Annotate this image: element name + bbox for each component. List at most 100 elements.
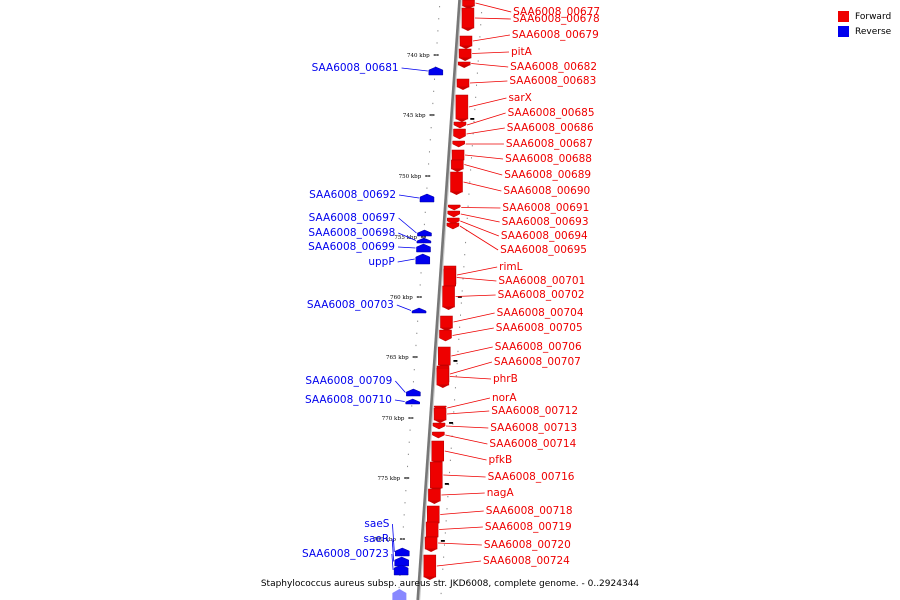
forward-gene-label[interactable]: SAA6008_00693 — [502, 216, 589, 228]
forward-gene-body[interactable] — [459, 35, 473, 47]
reverse-gene-label[interactable]: SAA6008_00681 — [312, 62, 399, 74]
reverse-gene-body[interactable] — [405, 398, 420, 405]
forward-gene-label[interactable]: SAA6008_00685 — [508, 107, 595, 119]
forward-gene-chevron[interactable] — [447, 204, 461, 211]
forward-gene-label[interactable]: sarX — [508, 92, 531, 104]
reverse-gene-label[interactable]: SAA6008_00698 — [308, 227, 395, 239]
forward-gene[interactable]: SAA6008_00693 — [447, 210, 589, 228]
forward-gene-label[interactable]: SAA6008_00707 — [494, 356, 581, 368]
forward-gene-body[interactable] — [458, 48, 472, 59]
forward-gene-label[interactable]: SAA6008_00718 — [486, 505, 573, 517]
forward-gene-label[interactable]: SAA6008_00714 — [489, 438, 576, 450]
forward-gene-body[interactable] — [461, 7, 475, 29]
forward-gene[interactable]: phrB — [436, 367, 518, 388]
reverse-gene-label[interactable]: SAA6008_00692 — [309, 189, 396, 201]
forward-gene-body[interactable] — [442, 285, 455, 308]
reverse-gene-label[interactable]: saeS — [364, 518, 389, 530]
forward-gene-body[interactable] — [431, 440, 445, 462]
reverse-gene[interactable]: uppP — [368, 253, 431, 268]
reverse-gene-body[interactable] — [416, 237, 432, 244]
forward-gene[interactable]: sarX — [455, 92, 532, 122]
reverse-gene-body[interactable] — [395, 547, 410, 557]
reverse-gene[interactable]: SAA6008_00699 — [308, 241, 431, 253]
forward-gene-label[interactable]: norA — [492, 392, 517, 404]
forward-gene-label[interactable]: SAA6008_00705 — [496, 322, 583, 334]
reverse-gene-body[interactable] — [415, 253, 431, 265]
forward-gene[interactable]: SAA6008_00724 — [423, 554, 570, 580]
reverse-gene[interactable]: SAA6008_00692 — [309, 189, 435, 203]
forward-gene[interactable]: SAA6008_00688 — [451, 149, 592, 165]
reverse-gene-label[interactable]: SAA6008_00697 — [309, 212, 396, 224]
forward-gene-label[interactable]: pitA — [511, 46, 533, 58]
forward-gene-label[interactable]: phrB — [493, 373, 518, 385]
forward-gene[interactable]: SAA6008_00679 — [459, 29, 599, 49]
forward-gene-label[interactable]: SAA6008_00689 — [504, 169, 591, 181]
forward-gene-body[interactable] — [425, 521, 439, 538]
forward-gene-body[interactable] — [424, 536, 438, 550]
reverse-gene-label[interactable]: SAA6008_00709 — [305, 375, 392, 387]
forward-gene[interactable]: SAA6008_00706 — [438, 341, 582, 368]
forward-gene-label[interactable]: SAA6008_00690 — [503, 185, 590, 197]
forward-gene-label[interactable]: SAA6008_00716 — [488, 471, 575, 483]
forward-gene-label[interactable]: SAA6008_00682 — [510, 61, 597, 73]
forward-gene-chevron[interactable] — [453, 128, 466, 140]
reverse-gene-label[interactable]: uppP — [368, 256, 394, 268]
forward-gene-label[interactable]: SAA6008_00686 — [507, 122, 594, 134]
reverse-gene-body[interactable] — [416, 243, 431, 253]
reverse-gene[interactable]: SAA6008_00709 — [305, 375, 421, 397]
forward-gene[interactable]: SAA6008_00694 — [447, 217, 588, 242]
forward-gene-chevron[interactable] — [447, 217, 460, 225]
forward-gene[interactable]: SAA6008_00716 — [430, 461, 575, 491]
forward-gene-label[interactable]: SAA6008_00683 — [509, 75, 596, 87]
reverse-gene[interactable]: SAA6008_00710 — [305, 394, 420, 406]
forward-gene[interactable]: SAA6008_00677 — [462, 0, 601, 18]
forward-gene-body[interactable] — [440, 315, 453, 329]
forward-gene[interactable]: SAA6008_00705 — [439, 322, 583, 342]
forward-gene-chevron[interactable] — [447, 210, 461, 218]
forward-gene-body[interactable] — [433, 407, 447, 421]
forward-gene-label[interactable]: rimL — [499, 261, 522, 273]
forward-gene[interactable]: SAA6008_00686 — [453, 122, 594, 140]
forward-gene[interactable]: SAA6008_00702 — [442, 285, 585, 310]
forward-gene-body[interactable] — [426, 505, 440, 524]
forward-gene[interactable]: SAA6008_00682 — [457, 61, 597, 73]
forward-gene[interactable]: SAA6008_00712 — [433, 405, 578, 423]
forward-gene-label[interactable]: SAA6008_00691 — [502, 202, 589, 214]
forward-gene[interactable]: SAA6008_00689 — [451, 159, 591, 181]
reverse-gene-body[interactable] — [428, 66, 444, 76]
forward-gene-body[interactable] — [436, 367, 450, 386]
forward-gene[interactable]: SAA6008_00685 — [453, 107, 595, 129]
forward-gene[interactable]: SAA6008_00678 — [461, 7, 600, 31]
forward-gene-label[interactable]: SAA6008_00688 — [505, 153, 592, 165]
forward-gene[interactable]: nagA — [428, 487, 514, 504]
reverse-gene[interactable]: SAA6008_00681 — [312, 62, 444, 76]
forward-gene-label[interactable]: pfkB — [489, 454, 513, 466]
forward-gene-body[interactable] — [451, 159, 464, 170]
forward-gene-label[interactable]: SAA6008_00702 — [498, 289, 585, 301]
forward-gene[interactable]: SAA6008_00691 — [447, 202, 589, 214]
forward-gene[interactable]: SAA6008_00695 — [446, 222, 587, 256]
forward-gene-body[interactable] — [443, 268, 457, 287]
forward-gene-label[interactable]: SAA6008_00720 — [484, 539, 571, 551]
forward-gene[interactable]: SAA6008_00720 — [424, 536, 571, 552]
forward-gene-label[interactable]: SAA6008_00704 — [497, 307, 584, 319]
reverse-gene-label[interactable]: saeR — [363, 533, 389, 545]
forward-gene-body[interactable] — [430, 461, 443, 489]
forward-gene-label[interactable]: SAA6008_00724 — [483, 555, 570, 567]
forward-gene-body[interactable] — [423, 554, 437, 578]
reverse-gene-body[interactable] — [394, 556, 409, 567]
reverse-gene-body[interactable] — [417, 229, 432, 237]
forward-gene[interactable]: SAA6008_00690 — [450, 171, 591, 197]
forward-gene[interactable]: SAA6008_00683 — [456, 75, 596, 90]
forward-gene-body[interactable] — [456, 78, 470, 88]
reverse-gene-body[interactable] — [406, 388, 421, 397]
reverse-gene[interactable]: SAA6008_00697 — [309, 212, 432, 237]
forward-gene-chevron[interactable] — [439, 329, 452, 342]
reverse-gene-body[interactable] — [393, 564, 409, 576]
forward-gene-label[interactable]: SAA6008_00712 — [491, 405, 578, 417]
forward-gene-body[interactable] — [455, 94, 469, 120]
forward-gene-label[interactable]: SAA6008_00713 — [490, 422, 577, 434]
forward-gene[interactable]: pitA — [458, 46, 533, 61]
forward-gene-chevron[interactable] — [432, 422, 446, 430]
forward-gene[interactable]: SAA6008_00704 — [440, 307, 584, 331]
